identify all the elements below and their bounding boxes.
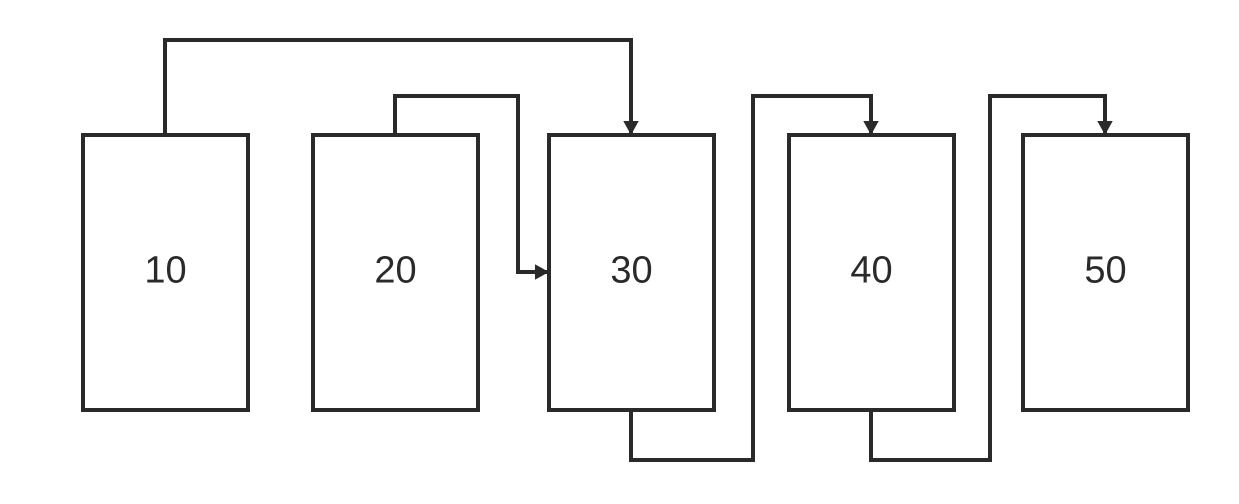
arrowhead-icon — [535, 264, 549, 279]
node-label: 10 — [144, 250, 186, 292]
node-n10: 10 — [83, 135, 248, 410]
node-n50: 50 — [1023, 135, 1188, 410]
nodes-group: 10 20 30 40 50 — [83, 135, 1188, 410]
node-n20: 20 — [313, 135, 478, 410]
arrowhead-icon — [863, 121, 878, 135]
node-label: 50 — [1084, 250, 1126, 292]
arrowhead-icon — [623, 121, 638, 135]
node-n30: 30 — [549, 135, 714, 410]
node-label: 20 — [374, 250, 416, 292]
node-label: 30 — [610, 250, 652, 292]
edge-e10-30 — [165, 40, 631, 135]
block-diagram: 10 20 30 40 50 — [0, 0, 1239, 504]
node-label: 40 — [850, 250, 892, 292]
arrowhead-icon — [1097, 121, 1112, 135]
node-n40: 40 — [789, 135, 954, 410]
